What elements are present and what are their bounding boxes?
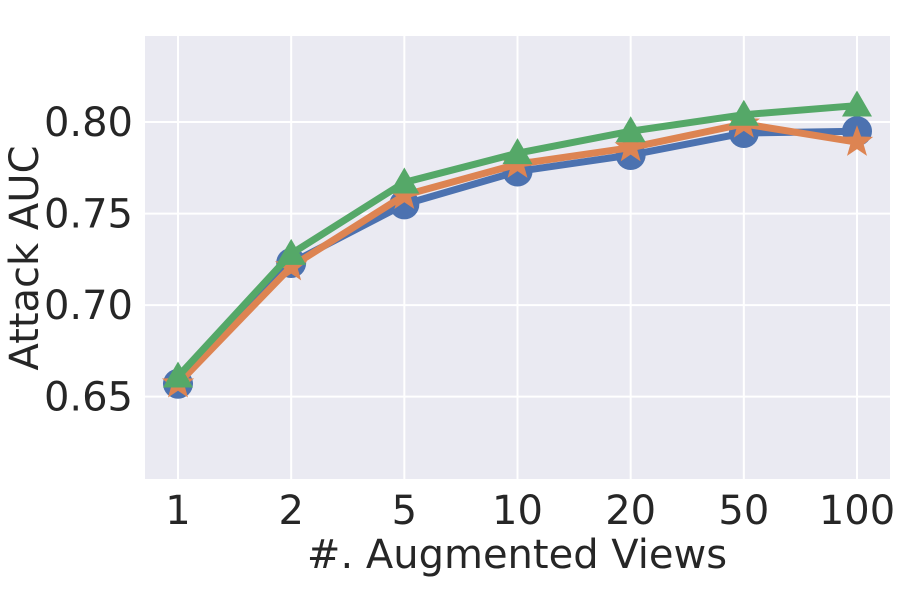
star-marker (275, 249, 308, 281)
star-marker (840, 125, 874, 156)
y-tick-label: 0.70 (44, 283, 133, 329)
triangle-marker (502, 138, 533, 165)
x-tick-label: 100 (819, 488, 895, 534)
tick-labels: 1 2 5 10 20 50 100 0.65 0.70 0.75 0.80 (44, 100, 895, 534)
x-axis-label: #. Augmented Views (307, 532, 727, 578)
star-marker (388, 178, 421, 210)
x-tick-label: 20 (605, 488, 656, 534)
y-axis-label: Attack AUC (2, 146, 48, 371)
y-tick-label: 0.80 (44, 100, 133, 146)
triangle-marker (728, 99, 759, 126)
series-3 (163, 90, 872, 388)
x-tick-label: 2 (278, 488, 303, 534)
series-layer (161, 90, 874, 399)
y-tick-label: 0.65 (44, 375, 133, 421)
x-tick-label: 50 (718, 488, 769, 534)
x-tick-label: 10 (492, 488, 543, 534)
y-tick-label: 0.75 (44, 192, 133, 238)
triangle-marker (276, 238, 307, 265)
x-tick-label: 5 (392, 488, 417, 534)
x-tick-label: 1 (165, 488, 190, 534)
triangle-marker (163, 361, 193, 388)
triangle-marker (615, 116, 646, 143)
triangle-marker (842, 90, 872, 117)
star-marker (614, 130, 647, 162)
triangle-marker (389, 167, 420, 194)
